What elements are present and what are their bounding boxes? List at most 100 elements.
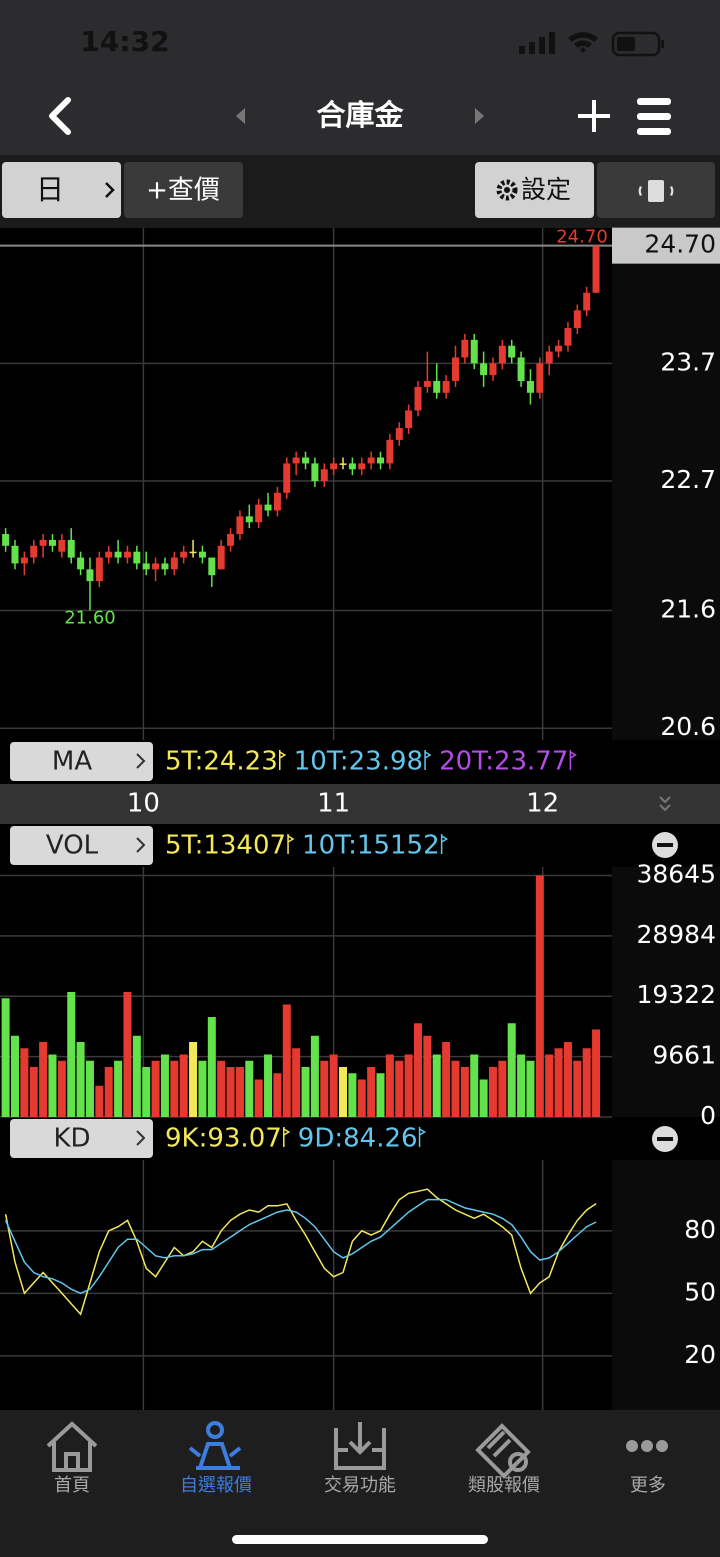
volume-bar (76, 1042, 85, 1117)
next-stock[interactable] (475, 108, 484, 124)
volume-bar (545, 1054, 554, 1117)
volume-bar (395, 1060, 404, 1117)
kd-remove[interactable] (652, 1126, 678, 1152)
menu-button[interactable] (637, 98, 671, 135)
candle-body (470, 339, 478, 364)
candle-body (292, 457, 300, 464)
candle-body (208, 557, 216, 576)
collapse-icon[interactable] (659, 796, 671, 812)
volume-bar (498, 1060, 507, 1117)
date-axis-bg (0, 784, 720, 824)
tab-label[interactable]: 交易功能 (324, 1475, 396, 1496)
candle-body (498, 345, 506, 364)
candle-body (442, 381, 450, 393)
volume-bar (198, 1060, 207, 1117)
quote-label: +查價 (146, 176, 220, 206)
volume-bar (470, 1054, 479, 1117)
volume-bar (573, 1060, 582, 1117)
candle-body (508, 345, 516, 358)
candle-body (480, 363, 488, 376)
y-tick-label: 21.6 (660, 595, 716, 624)
tab-label[interactable]: 類股報價 (468, 1475, 540, 1496)
candle-body (517, 357, 525, 382)
candle-body (114, 551, 122, 558)
candle-body (302, 457, 310, 464)
period-button[interactable] (2, 162, 121, 218)
x-tick-label: 10 (127, 789, 160, 819)
indicator-name: MA (52, 747, 92, 777)
candle-body (573, 310, 581, 329)
candle-body (564, 328, 572, 346)
settings-label: 設定 (521, 175, 571, 204)
candle-body (67, 539, 75, 558)
add-button[interactable] (578, 100, 610, 132)
volume-bar (179, 1054, 188, 1117)
y-tick-label: 23.7 (660, 347, 716, 376)
indicator-button[interactable] (10, 826, 153, 865)
volume-bar (217, 1060, 226, 1117)
settings-button[interactable] (475, 162, 594, 218)
tab-label[interactable]: 自選報價 (180, 1475, 252, 1496)
candle-body (245, 516, 253, 523)
candle-body (180, 551, 188, 558)
period-arrow (105, 182, 115, 198)
volume-bar (292, 1048, 301, 1117)
candle-body (545, 351, 553, 364)
volume-bar (301, 1067, 310, 1117)
quote-button[interactable] (124, 162, 243, 218)
volume-bar (451, 1060, 460, 1117)
indicator-button[interactable] (10, 1119, 153, 1158)
tab-bar: 首頁 自選報價 交易功能 類股報價 更多 (54, 1475, 666, 1496)
y-tick-label: 19322 (636, 980, 716, 1009)
indicator-value: 9K:93.07 (165, 1124, 282, 1154)
candle-body (536, 363, 544, 393)
indicator-value: 20T:23.77 (439, 747, 568, 777)
vol-remove[interactable] (652, 832, 678, 858)
indicator-value: 5T:24.23 (165, 747, 278, 777)
indicator-value: 10T:15152 (302, 831, 440, 861)
volume-bar (1, 998, 10, 1117)
candle-body (311, 463, 319, 482)
candle-body (461, 339, 469, 358)
volume-bar (367, 1067, 376, 1117)
candle-body (395, 428, 403, 440)
candle-body (414, 386, 422, 411)
candle-body (123, 551, 131, 558)
indicator-name: VOL (46, 831, 99, 861)
candle-body (526, 381, 534, 393)
candle-body (592, 245, 600, 293)
kd-line (4, 1188, 597, 1316)
candle-body (227, 534, 235, 546)
candle-body (86, 569, 94, 582)
back-button[interactable] (49, 97, 71, 135)
volume-bar (348, 1073, 357, 1117)
volume-bar (517, 1054, 526, 1117)
indicator-name: KD (53, 1124, 90, 1154)
candle-body (189, 551, 197, 554)
indicator-flag (440, 834, 449, 854)
y-tick-label: 38645 (636, 859, 716, 888)
volume-bar (235, 1067, 244, 1117)
candle-body (161, 563, 169, 570)
prev-stock[interactable] (236, 108, 245, 124)
candle-body (367, 457, 375, 464)
tab-label[interactable]: 首頁 (54, 1475, 90, 1496)
status-time: 14:32 (80, 25, 169, 58)
price-axis-bg (612, 228, 720, 740)
indicator-button[interactable] (10, 742, 153, 781)
indicator-arrow (136, 1130, 146, 1146)
indicator-value: 5T:13407 (165, 831, 286, 861)
y-tick-label: 28984 (636, 920, 716, 949)
volume-bar (29, 1067, 38, 1117)
candle-body (433, 381, 441, 393)
volume-bar (170, 1060, 179, 1117)
candle-body (58, 539, 66, 552)
candle-body (555, 345, 563, 352)
volume-bar (132, 1035, 141, 1117)
tab-label[interactable]: 更多 (630, 1475, 666, 1496)
volume-bar (85, 1060, 94, 1117)
indicator-flag (287, 834, 295, 854)
tab-icons (46, 1421, 531, 1479)
volume-bar (189, 1042, 198, 1117)
